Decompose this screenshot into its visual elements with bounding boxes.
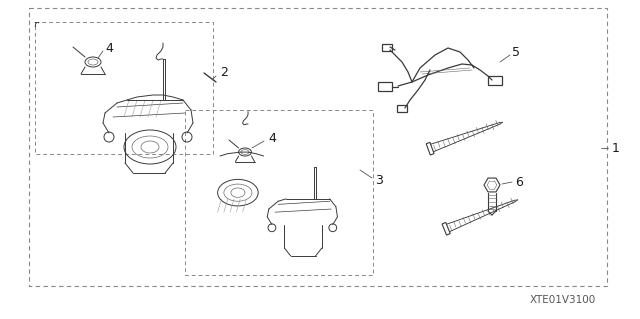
Text: 4: 4: [105, 41, 113, 55]
Bar: [29, 8, 607, 286]
Text: 4: 4: [268, 131, 276, 145]
Text: r: r: [33, 20, 38, 29]
Text: 6: 6: [515, 175, 523, 189]
Text: 5: 5: [512, 46, 520, 58]
Bar: [185, 110, 373, 275]
Text: 3: 3: [375, 174, 383, 187]
Text: XTE01V3100: XTE01V3100: [530, 295, 596, 305]
Bar: [488, 76, 502, 85]
Bar: [397, 105, 407, 112]
Bar: [382, 44, 392, 51]
Text: 1: 1: [612, 142, 620, 154]
Bar: [378, 82, 392, 91]
Text: 2: 2: [220, 65, 228, 78]
Bar: [35, 22, 213, 154]
